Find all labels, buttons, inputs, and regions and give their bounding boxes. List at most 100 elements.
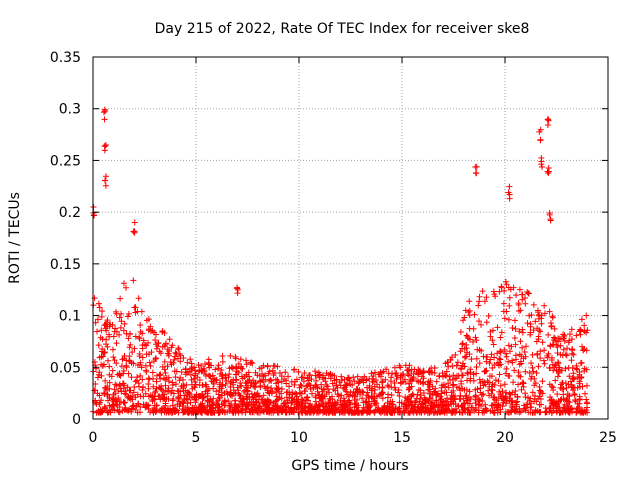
data-point [256, 365, 263, 372]
data-point [324, 385, 331, 392]
data-point [538, 161, 545, 168]
data-point [162, 400, 169, 407]
data-point [554, 359, 561, 366]
y-tick-label: 0.1 [59, 309, 81, 325]
data-point [308, 406, 315, 413]
data-point [444, 395, 451, 402]
y-tick-label: 0 [72, 412, 81, 428]
data-point [572, 398, 579, 405]
data-point [226, 371, 233, 378]
data-point [516, 361, 523, 368]
data-point [460, 395, 467, 402]
data-point [571, 391, 578, 398]
data-point [539, 164, 546, 171]
data-point [170, 390, 177, 397]
data-point [238, 373, 245, 380]
data-point [109, 367, 116, 374]
data-point [421, 397, 428, 404]
data-point [123, 362, 130, 369]
data-point [98, 313, 105, 320]
data-point [438, 396, 445, 403]
data-point [364, 389, 371, 396]
data-point [293, 376, 300, 383]
data-point [515, 381, 522, 388]
data-point [378, 379, 385, 386]
data-point [394, 389, 401, 396]
data-point [139, 354, 146, 361]
data-point [427, 390, 434, 397]
data-point [175, 355, 182, 362]
data-point [307, 400, 314, 407]
data-point [523, 343, 530, 350]
data-point [460, 317, 467, 324]
data-point [254, 392, 261, 399]
data-point [331, 377, 338, 384]
data-point [305, 380, 312, 387]
data-point [113, 340, 120, 347]
data-point [501, 381, 508, 388]
data-point [457, 387, 464, 394]
data-point [504, 408, 511, 415]
data-point [173, 368, 180, 375]
data-point [557, 408, 564, 415]
data-point [187, 356, 194, 363]
data-point [206, 373, 213, 380]
data-point [457, 328, 464, 335]
data-point [274, 396, 281, 403]
data-point [238, 407, 245, 414]
data-point [562, 365, 569, 372]
data-point [560, 346, 567, 353]
data-point [443, 372, 450, 379]
data-point [95, 300, 102, 307]
data-point [165, 385, 172, 392]
data-point [286, 383, 293, 390]
data-point [143, 367, 150, 374]
data-point [449, 362, 456, 369]
data-point [519, 326, 526, 333]
data-point [447, 396, 454, 403]
data-point [366, 376, 373, 383]
data-point [512, 325, 519, 332]
data-point [458, 372, 465, 379]
data-point [130, 389, 137, 396]
data-point [541, 347, 548, 354]
data-point [246, 373, 253, 380]
data-point [182, 387, 189, 394]
data-point [495, 377, 502, 384]
data-point [526, 370, 533, 377]
data-point [583, 399, 590, 406]
data-point [321, 406, 328, 413]
data-point [94, 374, 101, 381]
data-point [230, 387, 237, 394]
data-point [172, 374, 179, 381]
data-point [98, 361, 105, 368]
data-point [312, 372, 319, 379]
y-tick-label: 0.15 [50, 257, 81, 273]
data-point [472, 392, 479, 399]
data-point [312, 368, 319, 375]
data-point [474, 346, 481, 353]
data-point [547, 394, 554, 401]
data-point [580, 347, 587, 354]
data-point [529, 364, 536, 371]
data-point [251, 383, 258, 390]
data-point [243, 406, 250, 413]
data-point [450, 381, 457, 388]
data-point [143, 403, 150, 410]
data-point [450, 400, 457, 407]
data-point [286, 409, 293, 416]
data-point [91, 295, 98, 302]
data-point [104, 391, 111, 398]
data-point [236, 391, 243, 398]
data-point [104, 397, 111, 404]
data-point [334, 401, 341, 408]
data-point [566, 331, 573, 338]
data-point [300, 378, 307, 385]
data-point [281, 376, 288, 383]
data-point [396, 393, 403, 400]
data-point [464, 400, 471, 407]
data-point [98, 408, 105, 415]
data-point [94, 316, 101, 323]
data-point [426, 394, 433, 401]
data-point [506, 294, 513, 301]
